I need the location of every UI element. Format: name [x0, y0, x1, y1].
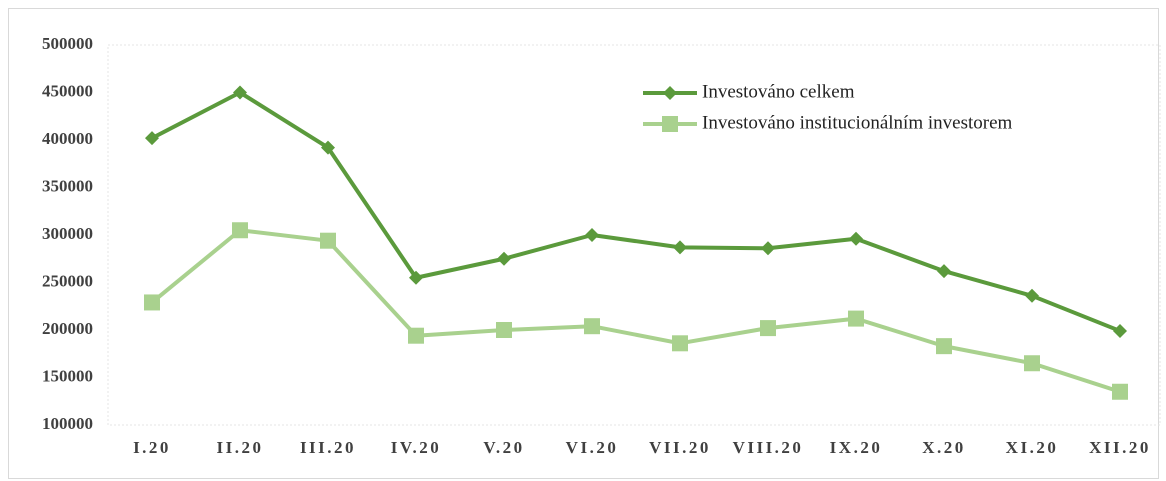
data-point: [497, 251, 511, 266]
data-point: [937, 264, 951, 279]
series-line: [151, 90, 1121, 333]
data-point: [408, 327, 424, 344]
x-tick-label: II.20: [217, 438, 264, 457]
x-tick-label: I.20: [133, 438, 171, 457]
x-tick-label: V.20: [483, 438, 524, 457]
y-tick-label: 100000: [42, 414, 93, 433]
x-tick-label: VI.20: [566, 438, 619, 457]
data-point: [662, 116, 678, 132]
x-tick-label: XII.20: [1089, 438, 1151, 457]
data-point: [144, 294, 160, 311]
data-point: [1024, 355, 1040, 372]
x-tick-label: XI.20: [1006, 438, 1059, 457]
data-point: [1025, 288, 1039, 303]
data-point: [496, 322, 512, 338]
x-tick-label: IX.20: [830, 438, 883, 457]
x-tick-label: X.20: [922, 438, 966, 457]
chart-border: [8, 8, 1159, 479]
y-tick-label: 250000: [42, 271, 93, 290]
data-point: [233, 85, 247, 100]
y-tick-label: 300000: [42, 224, 93, 243]
data-point: [848, 310, 864, 327]
x-tick-label: III.20: [300, 438, 356, 457]
data-point: [1113, 323, 1127, 338]
x-tick-label: VII.20: [649, 438, 711, 457]
data-point: [321, 140, 335, 155]
y-tick-label: 400000: [42, 129, 93, 148]
data-point: [936, 338, 952, 355]
y-tick-label: 350000: [42, 176, 93, 195]
data-point: [663, 86, 677, 100]
legend-label: Investováno institucionálním investorem: [702, 112, 1013, 133]
series-line: [150, 228, 1121, 394]
y-tick-label: 150000: [42, 366, 93, 385]
data-point: [409, 270, 423, 285]
y-tick-label: 500000: [42, 34, 93, 53]
plot-area: [107, 44, 1161, 426]
data-point: [320, 232, 336, 249]
data-point: [584, 318, 600, 335]
data-point: [585, 228, 599, 242]
data-point: [761, 241, 775, 256]
y-tick-label: 200000: [42, 319, 93, 338]
data-point: [232, 222, 248, 239]
data-point: [1112, 383, 1128, 400]
data-point: [760, 320, 776, 337]
data-point: [145, 131, 159, 146]
x-tick-label: IV.20: [391, 438, 441, 457]
x-tick-label: VIII.20: [733, 438, 804, 457]
data-point: [849, 231, 863, 246]
data-point: [673, 240, 687, 255]
data-point: [672, 335, 688, 352]
y-tick-label: 450000: [42, 81, 93, 100]
legend-label: Investováno celkem: [702, 81, 855, 102]
